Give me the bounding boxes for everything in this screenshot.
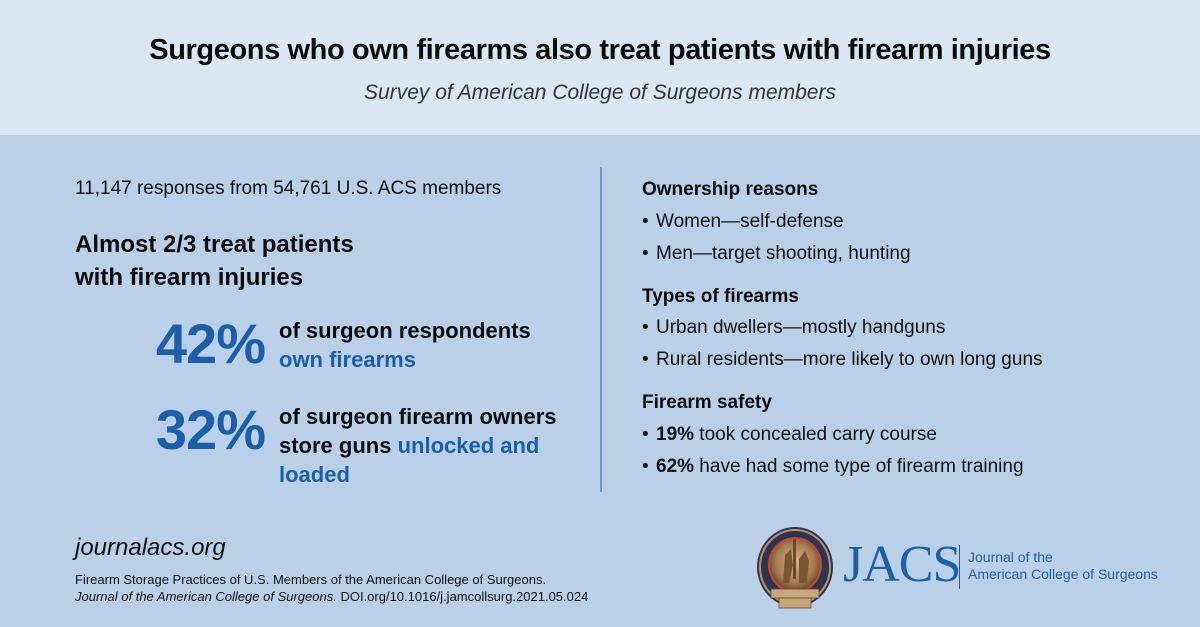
- page-title: Surgeons who own firearms also treat pat…: [149, 34, 1051, 66]
- acs-seal-icon: [757, 527, 833, 609]
- page-subtitle: Survey of American College of Surgeons m…: [364, 81, 836, 104]
- section-title-types: Types of firearms: [642, 286, 799, 307]
- stat-highlight: unlocked and: [397, 433, 540, 458]
- list-item-text: Men—target shooting, hunting: [656, 243, 911, 264]
- citation-source: Journal of the American College of Surge…: [75, 588, 588, 605]
- list-item: • 62% have had some type of firearm train…: [642, 456, 1024, 478]
- journal-name: Journal of the American College of Surge…: [968, 549, 1158, 583]
- citation: Firearm Storage Practices of U.S. Member…: [75, 571, 588, 605]
- stat-value: 42%: [155, 312, 266, 375]
- headline-line-1: Almost 2/3 treat patients: [75, 231, 354, 258]
- bullet-icon: •: [642, 317, 649, 338]
- list-item: • Urban dwellers—mostly handguns: [642, 317, 945, 339]
- citation-title: Firearm Storage Practices of U.S. Member…: [75, 572, 547, 587]
- bullet-icon: •: [642, 349, 649, 370]
- logo-divider: [959, 545, 960, 589]
- citation-doi: DOI.org/10.1016/j.jamcollsurg.2021.05.02…: [336, 589, 589, 604]
- list-item: • Men—target shooting, hunting: [642, 243, 911, 265]
- column-divider: [600, 167, 602, 492]
- list-item-text: Women—self-defense: [656, 211, 844, 232]
- headline-line-2: with firearm injuries: [75, 264, 304, 291]
- stat-plain: store guns: [279, 433, 398, 458]
- journal-url-link[interactable]: journalacs.org: [75, 534, 226, 561]
- journal-name-line-1: Journal of the: [968, 549, 1053, 565]
- list-item-percent: 19%: [656, 424, 695, 445]
- list-item: • Rural residents—more likely to own long…: [642, 349, 1043, 371]
- list-item-text: have had some type of firearm training: [694, 456, 1024, 477]
- journal-name-line-2: American College of Surgeons: [968, 566, 1158, 582]
- stat-description: of surgeon respondents own firearms: [279, 316, 531, 374]
- stat-line-1: of surgeon firearm owners: [279, 404, 557, 429]
- stat-unlocked-loaded: 32% of surgeon firearm owners store guns…: [115, 402, 557, 489]
- section-title-safety: Firearm safety: [642, 392, 772, 413]
- jacs-wordmark: JACS: [843, 536, 961, 593]
- stat-highlight-line-3: loaded: [279, 462, 350, 487]
- left-panel: 11,147 responses from 54,761 U.S. ACS me…: [75, 0, 595, 627]
- bullet-icon: •: [642, 211, 649, 232]
- list-item-text: Urban dwellers—mostly handguns: [656, 317, 946, 338]
- list-item-percent: 62%: [656, 456, 695, 477]
- list-item: • 19% took concealed carry course: [642, 424, 937, 446]
- bullet-icon: •: [642, 424, 649, 445]
- jacs-logo: JACS Journal of the American College of …: [755, 525, 1158, 615]
- bullet-icon: •: [642, 456, 649, 477]
- header-banner: Surgeons who own firearms also treat pat…: [0, 0, 1200, 135]
- stat-value: 32%: [155, 398, 266, 461]
- stat-own-firearms: 42% of surgeon respondents own firearms: [115, 316, 531, 374]
- list-item: • Women—self-defense: [642, 211, 844, 233]
- stat-description: of surgeon firearm owners store guns unl…: [279, 402, 557, 489]
- stat-line-2: store guns unlocked and: [279, 431, 557, 460]
- list-item-text: Rural residents—more likely to own long …: [656, 349, 1043, 370]
- section-title-ownership: Ownership reasons: [642, 179, 819, 200]
- bullet-icon: •: [642, 243, 649, 264]
- responses-text: 11,147 responses from 54,761 U.S. ACS me…: [75, 178, 502, 199]
- stat-line-1: of surgeon respondents: [279, 318, 531, 343]
- stat-highlight: own firearms: [279, 347, 416, 372]
- citation-journal: Journal of the American College of Surge…: [75, 589, 337, 604]
- list-item-text: took concealed carry course: [694, 424, 937, 445]
- headline: Almost 2/3 treat patients with firearm i…: [75, 228, 354, 294]
